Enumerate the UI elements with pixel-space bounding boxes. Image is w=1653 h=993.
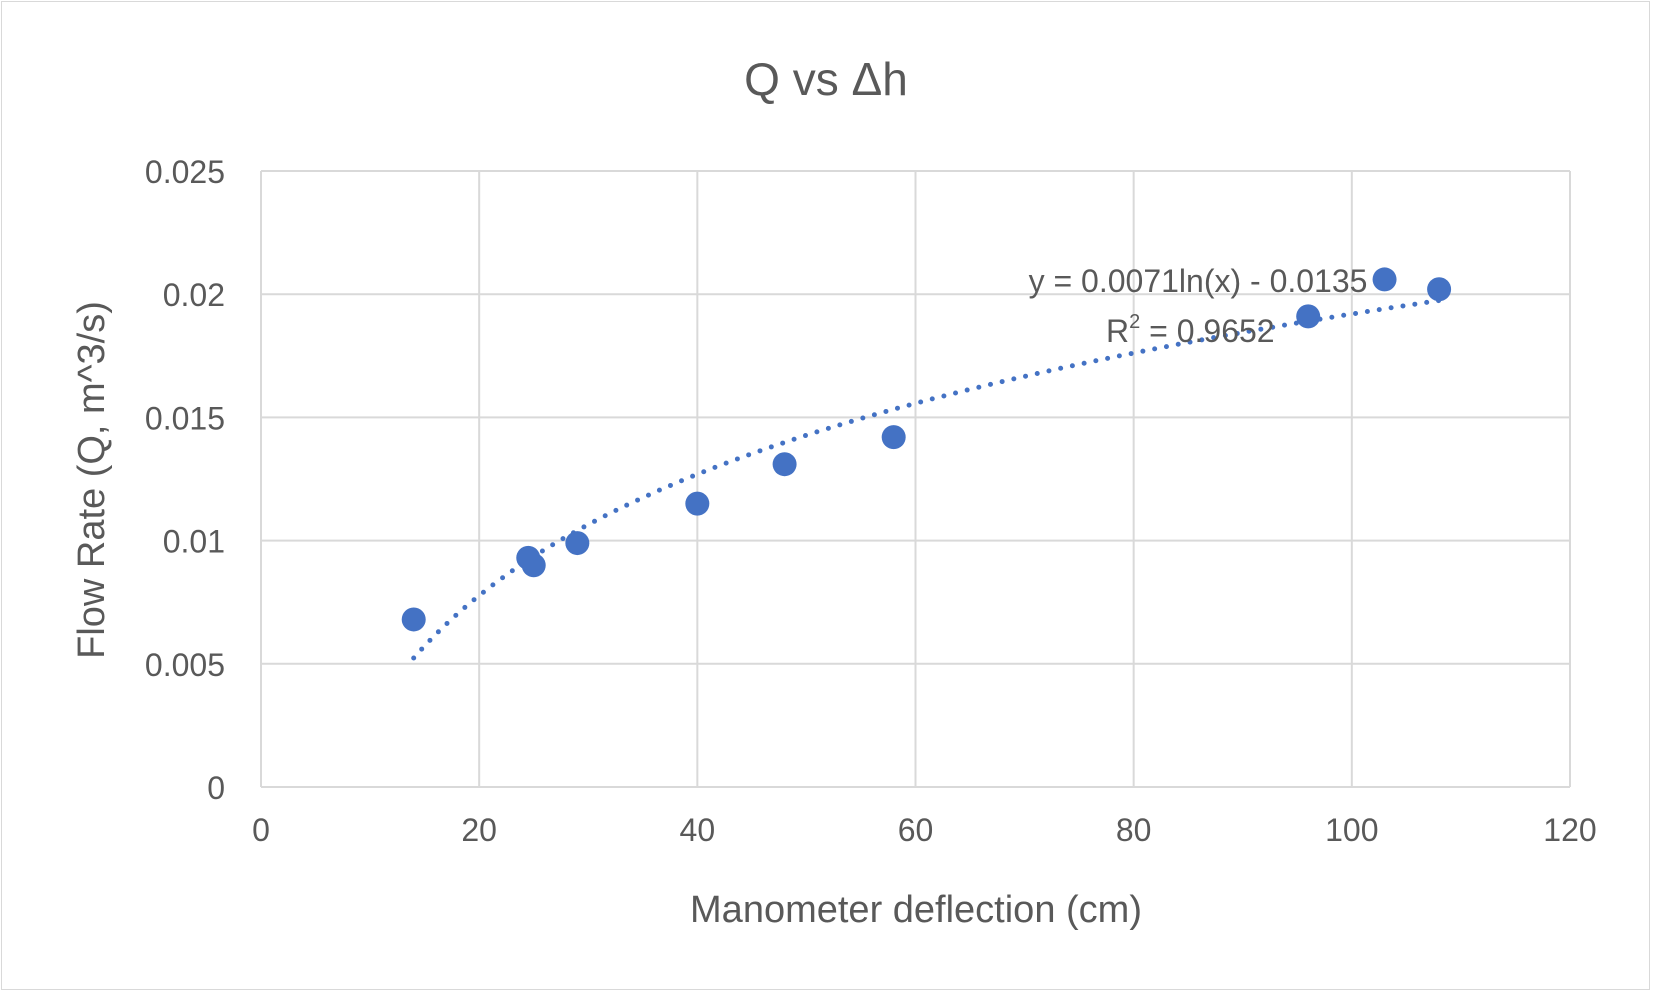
x-tick-label: 40 xyxy=(680,812,716,848)
chart-title: Q vs Δh xyxy=(744,53,908,105)
y-tick-label: 0 xyxy=(207,770,225,806)
data-point xyxy=(565,531,590,556)
y-axis-label: Flow Rate (Q, m^3/s) xyxy=(71,301,113,659)
x-tick-label: 20 xyxy=(461,812,497,848)
data-points xyxy=(401,267,1452,632)
x-tick-label: 120 xyxy=(1543,812,1596,848)
r-squared-label: R2 = 0.9652 xyxy=(1106,311,1275,349)
x-tick-label: 80 xyxy=(1116,812,1152,848)
y-tick-label: 0.005 xyxy=(145,647,225,683)
trendline xyxy=(411,298,1442,661)
x-tick-label: 100 xyxy=(1325,812,1378,848)
data-point xyxy=(521,553,546,578)
data-point xyxy=(772,452,797,477)
data-point xyxy=(1296,304,1321,329)
y-tick-label: 0.02 xyxy=(163,277,225,313)
x-axis-label: Manometer deflection (cm) xyxy=(690,889,1142,931)
x-tick-label: 60 xyxy=(898,812,934,848)
y-tick-label: 0.015 xyxy=(145,400,225,436)
y-tick-label: 0.025 xyxy=(145,154,225,190)
trendline-path xyxy=(411,298,1442,661)
y-tick-label: 0.01 xyxy=(163,524,225,560)
data-point xyxy=(1372,267,1397,292)
trendline-equation: y = 0.0071ln(x) - 0.0135 xyxy=(1029,263,1368,299)
data-point xyxy=(401,607,426,632)
tick-labels: 0 20 40 60 80 100 120 0 0.005 0.01 0.015 0.02 0.025 xyxy=(145,154,1597,848)
x-tick-label: 0 xyxy=(252,812,270,848)
data-point xyxy=(1427,277,1452,302)
gridlines xyxy=(260,170,1571,788)
data-point xyxy=(881,425,906,450)
data-point xyxy=(685,491,710,516)
